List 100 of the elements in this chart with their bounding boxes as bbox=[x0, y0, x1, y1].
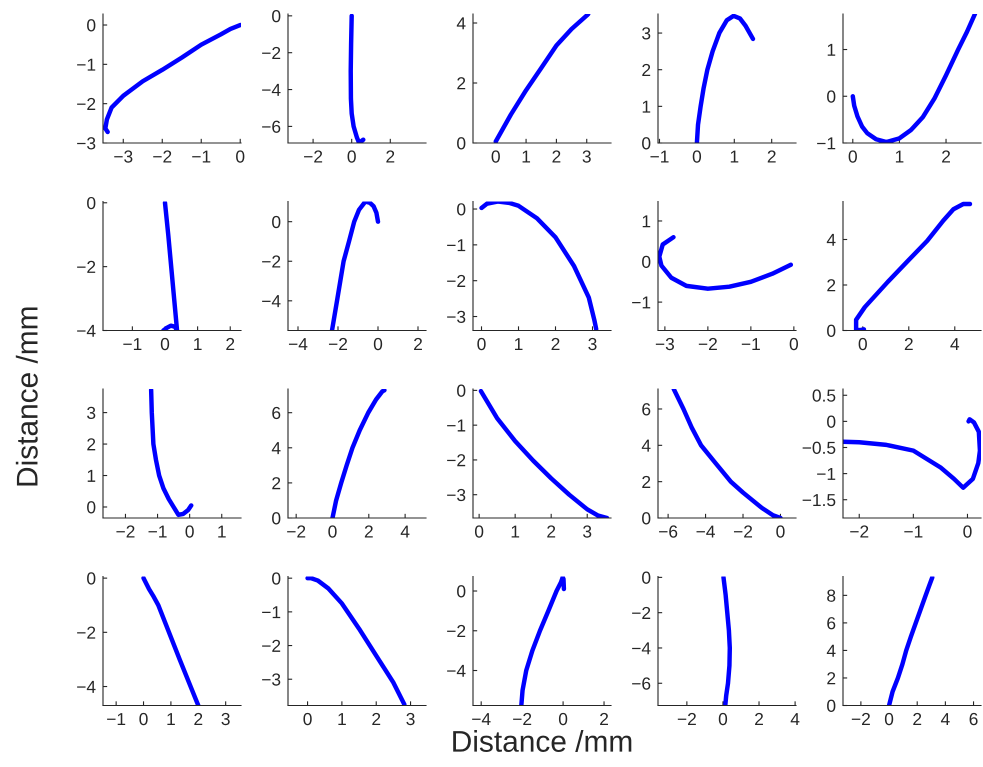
x-tick-label: 2 bbox=[386, 150, 394, 163]
y-tick-label: 1 bbox=[642, 100, 650, 113]
x-tick-label: 2 bbox=[552, 150, 560, 163]
x-tick-label: 2 bbox=[414, 338, 422, 350]
x-tick-label: 0 bbox=[692, 150, 702, 163]
y-tick-label: −1 bbox=[447, 420, 466, 432]
x-tick-label: −4 bbox=[696, 526, 715, 538]
y-tick-label: −1 bbox=[817, 137, 836, 150]
y-tick-label: 2 bbox=[642, 64, 650, 76]
y-tick-label: 6 bbox=[642, 403, 650, 416]
y-tick-label: −1 bbox=[447, 239, 466, 252]
y-tick-label: 0 bbox=[272, 10, 280, 22]
y-tick-label: −1 bbox=[77, 58, 96, 71]
y-tick-label: 0 bbox=[642, 137, 650, 150]
y-tick-label: −0.5 bbox=[802, 442, 836, 454]
line-series bbox=[658, 234, 794, 291]
y-tick-label: 0.5 bbox=[812, 389, 836, 402]
y-tick-label: 0 bbox=[87, 501, 96, 514]
x-tick-label: 0 bbox=[858, 338, 867, 350]
y-tick-label: 8 bbox=[827, 590, 836, 602]
y-tick-label: 0 bbox=[457, 203, 466, 216]
y-tick-label: 3 bbox=[642, 27, 650, 40]
y-tick-label: 0 bbox=[457, 137, 466, 150]
y-tick-label: −4 bbox=[447, 664, 466, 677]
x-tick-label: 1 bbox=[896, 150, 904, 163]
y-tick-label: 0 bbox=[87, 19, 96, 32]
x-tick-label: −1 bbox=[742, 338, 760, 350]
x-tick-label: 2 bbox=[942, 150, 950, 163]
x-tick-label: −1 bbox=[904, 526, 922, 538]
y-tick-label: 0 bbox=[272, 512, 280, 524]
x-tick-label: 4 bbox=[400, 526, 410, 538]
line-series bbox=[348, 14, 366, 143]
y-tick-label: 6 bbox=[827, 617, 836, 630]
y-tick-label: 0 bbox=[642, 256, 650, 268]
y-tick-label: 1 bbox=[828, 44, 836, 56]
y-tick-label: −4 bbox=[77, 324, 96, 337]
line-series bbox=[148, 389, 194, 518]
x-tick-label: 1 bbox=[522, 150, 530, 163]
x-tick-label: 4 bbox=[940, 713, 950, 726]
line-series bbox=[161, 202, 180, 330]
y-tick-label: −6 bbox=[262, 120, 280, 133]
y-tick-label: −2 bbox=[77, 626, 96, 639]
x-tick-label: 2 bbox=[364, 525, 373, 538]
y-tick-label: −3 bbox=[447, 488, 466, 502]
x-tick-label: 0 bbox=[963, 525, 972, 538]
y-tick-label: −2 bbox=[262, 640, 280, 652]
y-tick-label: 4 bbox=[456, 17, 466, 30]
y-tick-label: −3 bbox=[77, 137, 96, 150]
y-tick-label: 4 bbox=[826, 644, 836, 657]
y-tick-label: 0 bbox=[642, 572, 650, 584]
x-tick-label: 0 bbox=[884, 712, 894, 726]
y-tick-label: −1.5 bbox=[802, 494, 836, 506]
y-tick-label: 2 bbox=[827, 672, 836, 684]
y-tick-label: 1 bbox=[88, 470, 96, 482]
x-tick-label: 2 bbox=[600, 712, 608, 726]
y-tick-label: −3 bbox=[262, 673, 280, 686]
x-tick-label: −3 bbox=[114, 150, 132, 163]
x-tick-label: 0 bbox=[558, 712, 568, 726]
line-series bbox=[694, 14, 756, 143]
line-series bbox=[103, 22, 241, 134]
y-tick-label: 0 bbox=[827, 416, 836, 428]
y-tick-label: 0 bbox=[827, 324, 836, 337]
x-tick-label: −2 bbox=[513, 712, 532, 726]
y-tick-label: 0 bbox=[272, 216, 280, 228]
x-tick-label: 0 bbox=[790, 338, 798, 350]
y-tick-label: 0 bbox=[87, 196, 96, 210]
line-series bbox=[850, 14, 978, 143]
x-tick-label: −1 bbox=[192, 150, 210, 163]
x-tick-label: 3 bbox=[582, 150, 591, 163]
y-tick-label: 2 bbox=[272, 477, 280, 490]
line-series bbox=[494, 14, 590, 143]
y-tick-label: 0 bbox=[87, 572, 96, 585]
line-series bbox=[721, 576, 732, 706]
x-tick-label: 0 bbox=[492, 150, 500, 163]
x-tick-label: 0 bbox=[160, 338, 170, 350]
x-tick-label: −4 bbox=[472, 713, 491, 726]
y-tick-label: −2 bbox=[77, 260, 96, 273]
y-tick-label: 4 bbox=[642, 440, 651, 452]
y-tick-label: −1 bbox=[817, 468, 836, 480]
y-tick-label: 2 bbox=[642, 476, 650, 488]
x-tick-label: 3 bbox=[406, 712, 415, 726]
line-series bbox=[519, 576, 566, 706]
y-axis-title: Distance /mm bbox=[16, 307, 38, 486]
x-tick-label: −2 bbox=[678, 712, 696, 726]
x-tick-label: 1 bbox=[218, 526, 226, 538]
line-series bbox=[330, 389, 387, 518]
y-tick-label: −2 bbox=[77, 98, 96, 110]
x-axis-title: Distance /mm bbox=[453, 730, 632, 752]
y-tick-label: 4 bbox=[826, 234, 836, 246]
x-tick-label: 0 bbox=[348, 150, 356, 163]
x-tick-label: 2 bbox=[547, 525, 556, 538]
y-tick-label: 0 bbox=[457, 384, 466, 397]
x-tick-label: −2 bbox=[287, 525, 306, 538]
x-tick-label: −2 bbox=[328, 338, 348, 350]
x-tick-label: 0 bbox=[236, 150, 244, 163]
x-tick-label: 1 bbox=[338, 713, 346, 726]
x-tick-label: 0 bbox=[328, 525, 337, 538]
x-tick-label: 1 bbox=[167, 713, 175, 726]
y-tick-label: 4 bbox=[272, 442, 281, 454]
y-tick-label: −4 bbox=[262, 84, 281, 96]
